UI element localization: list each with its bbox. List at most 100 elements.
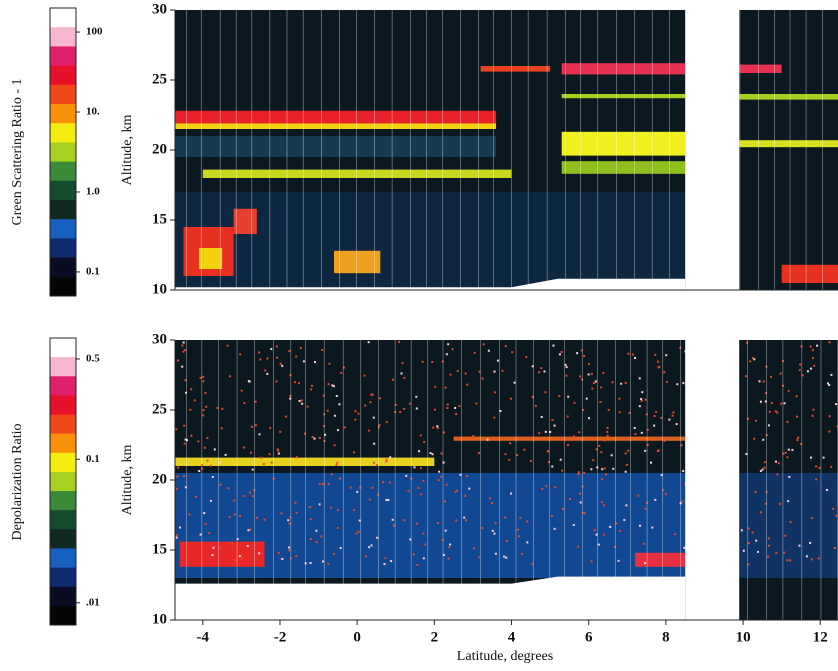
speckle — [787, 448, 790, 451]
speckle — [597, 543, 600, 546]
speckle — [664, 493, 667, 496]
speckle — [767, 537, 770, 540]
colorbar-swatch — [50, 452, 76, 473]
speckle — [367, 341, 370, 344]
speckle — [768, 544, 771, 547]
speckle — [682, 382, 685, 385]
speckle — [830, 373, 833, 376]
speckle — [540, 367, 543, 370]
speckle — [333, 414, 336, 417]
speckle — [183, 424, 186, 427]
speckle — [606, 426, 609, 429]
speckle — [184, 438, 187, 441]
speckle — [394, 403, 397, 406]
speckle — [243, 402, 246, 405]
speckle — [654, 498, 657, 501]
speckle — [640, 398, 643, 401]
speckle — [393, 524, 396, 527]
speckle — [399, 411, 402, 414]
colorbar-swatch — [50, 414, 76, 435]
speckle — [413, 466, 416, 469]
speckle — [400, 372, 403, 375]
speckle — [458, 405, 461, 408]
speckle — [581, 485, 584, 488]
speckle — [318, 482, 321, 485]
speckle — [673, 533, 676, 536]
speckle — [335, 394, 338, 397]
aerosol-band — [739, 94, 838, 100]
speckle — [487, 349, 490, 352]
colorbar-swatch — [50, 123, 76, 143]
speckle — [293, 381, 296, 384]
colorbar-swatch — [50, 376, 76, 396]
speckle — [190, 388, 193, 391]
speckle — [318, 436, 321, 439]
speckle — [472, 434, 475, 437]
speckle — [407, 489, 410, 492]
speckle — [516, 454, 519, 457]
speckle — [627, 352, 630, 355]
y-tick-label: 15 — [152, 541, 167, 557]
speckle — [668, 418, 671, 421]
speckle — [640, 431, 643, 434]
speckle — [783, 551, 786, 554]
speckle — [544, 430, 547, 433]
speckle — [238, 555, 241, 558]
speckle — [436, 427, 439, 430]
x-tick-label: 12 — [813, 629, 828, 645]
speckle — [599, 401, 602, 404]
speckle — [300, 399, 303, 402]
speckle — [379, 397, 382, 400]
speckle — [243, 446, 246, 449]
speckle — [311, 384, 314, 387]
speckle — [177, 466, 180, 469]
speckle — [251, 468, 254, 471]
y-tick-label: 10 — [152, 281, 167, 297]
speckle — [258, 433, 261, 436]
speckle — [465, 474, 468, 477]
aerosol-band — [561, 63, 686, 75]
speckle — [338, 403, 341, 406]
speckle — [339, 546, 342, 549]
speckle — [431, 360, 434, 363]
speckle — [776, 411, 779, 414]
speckle — [531, 563, 534, 566]
speckle — [302, 360, 305, 363]
speckle — [796, 439, 799, 442]
speckle — [798, 369, 801, 372]
speckle — [343, 426, 346, 429]
speckle — [258, 552, 261, 555]
colorbar-tick-label: .01 — [86, 596, 100, 608]
speckle — [372, 416, 375, 419]
speckle — [747, 563, 750, 566]
speckle — [328, 362, 331, 365]
speckle — [818, 466, 821, 469]
speckle — [433, 408, 436, 411]
speckle — [588, 362, 591, 365]
speckle — [612, 467, 615, 470]
speckle — [747, 542, 750, 545]
speckle — [558, 395, 561, 398]
speckle — [456, 489, 459, 492]
speckle — [806, 370, 809, 373]
speckle — [638, 377, 641, 380]
speckle — [311, 436, 314, 439]
speckle — [554, 486, 557, 489]
colorbar-tick-label: 1.0 — [86, 186, 100, 198]
speckle — [767, 424, 770, 427]
speckle — [811, 357, 814, 360]
speckle — [185, 439, 188, 442]
speckle — [475, 402, 478, 405]
speckle — [259, 358, 262, 361]
speckle — [364, 404, 367, 407]
speckle — [552, 344, 555, 347]
speckle — [338, 477, 341, 480]
speckle — [585, 397, 588, 400]
x-tick-label: 6 — [585, 629, 593, 645]
speckle — [389, 456, 392, 459]
speckle — [817, 557, 820, 560]
speckle — [376, 536, 379, 539]
speckle — [289, 394, 292, 397]
speckle — [423, 440, 426, 443]
colorbar-tick-label: 100 — [86, 26, 103, 38]
